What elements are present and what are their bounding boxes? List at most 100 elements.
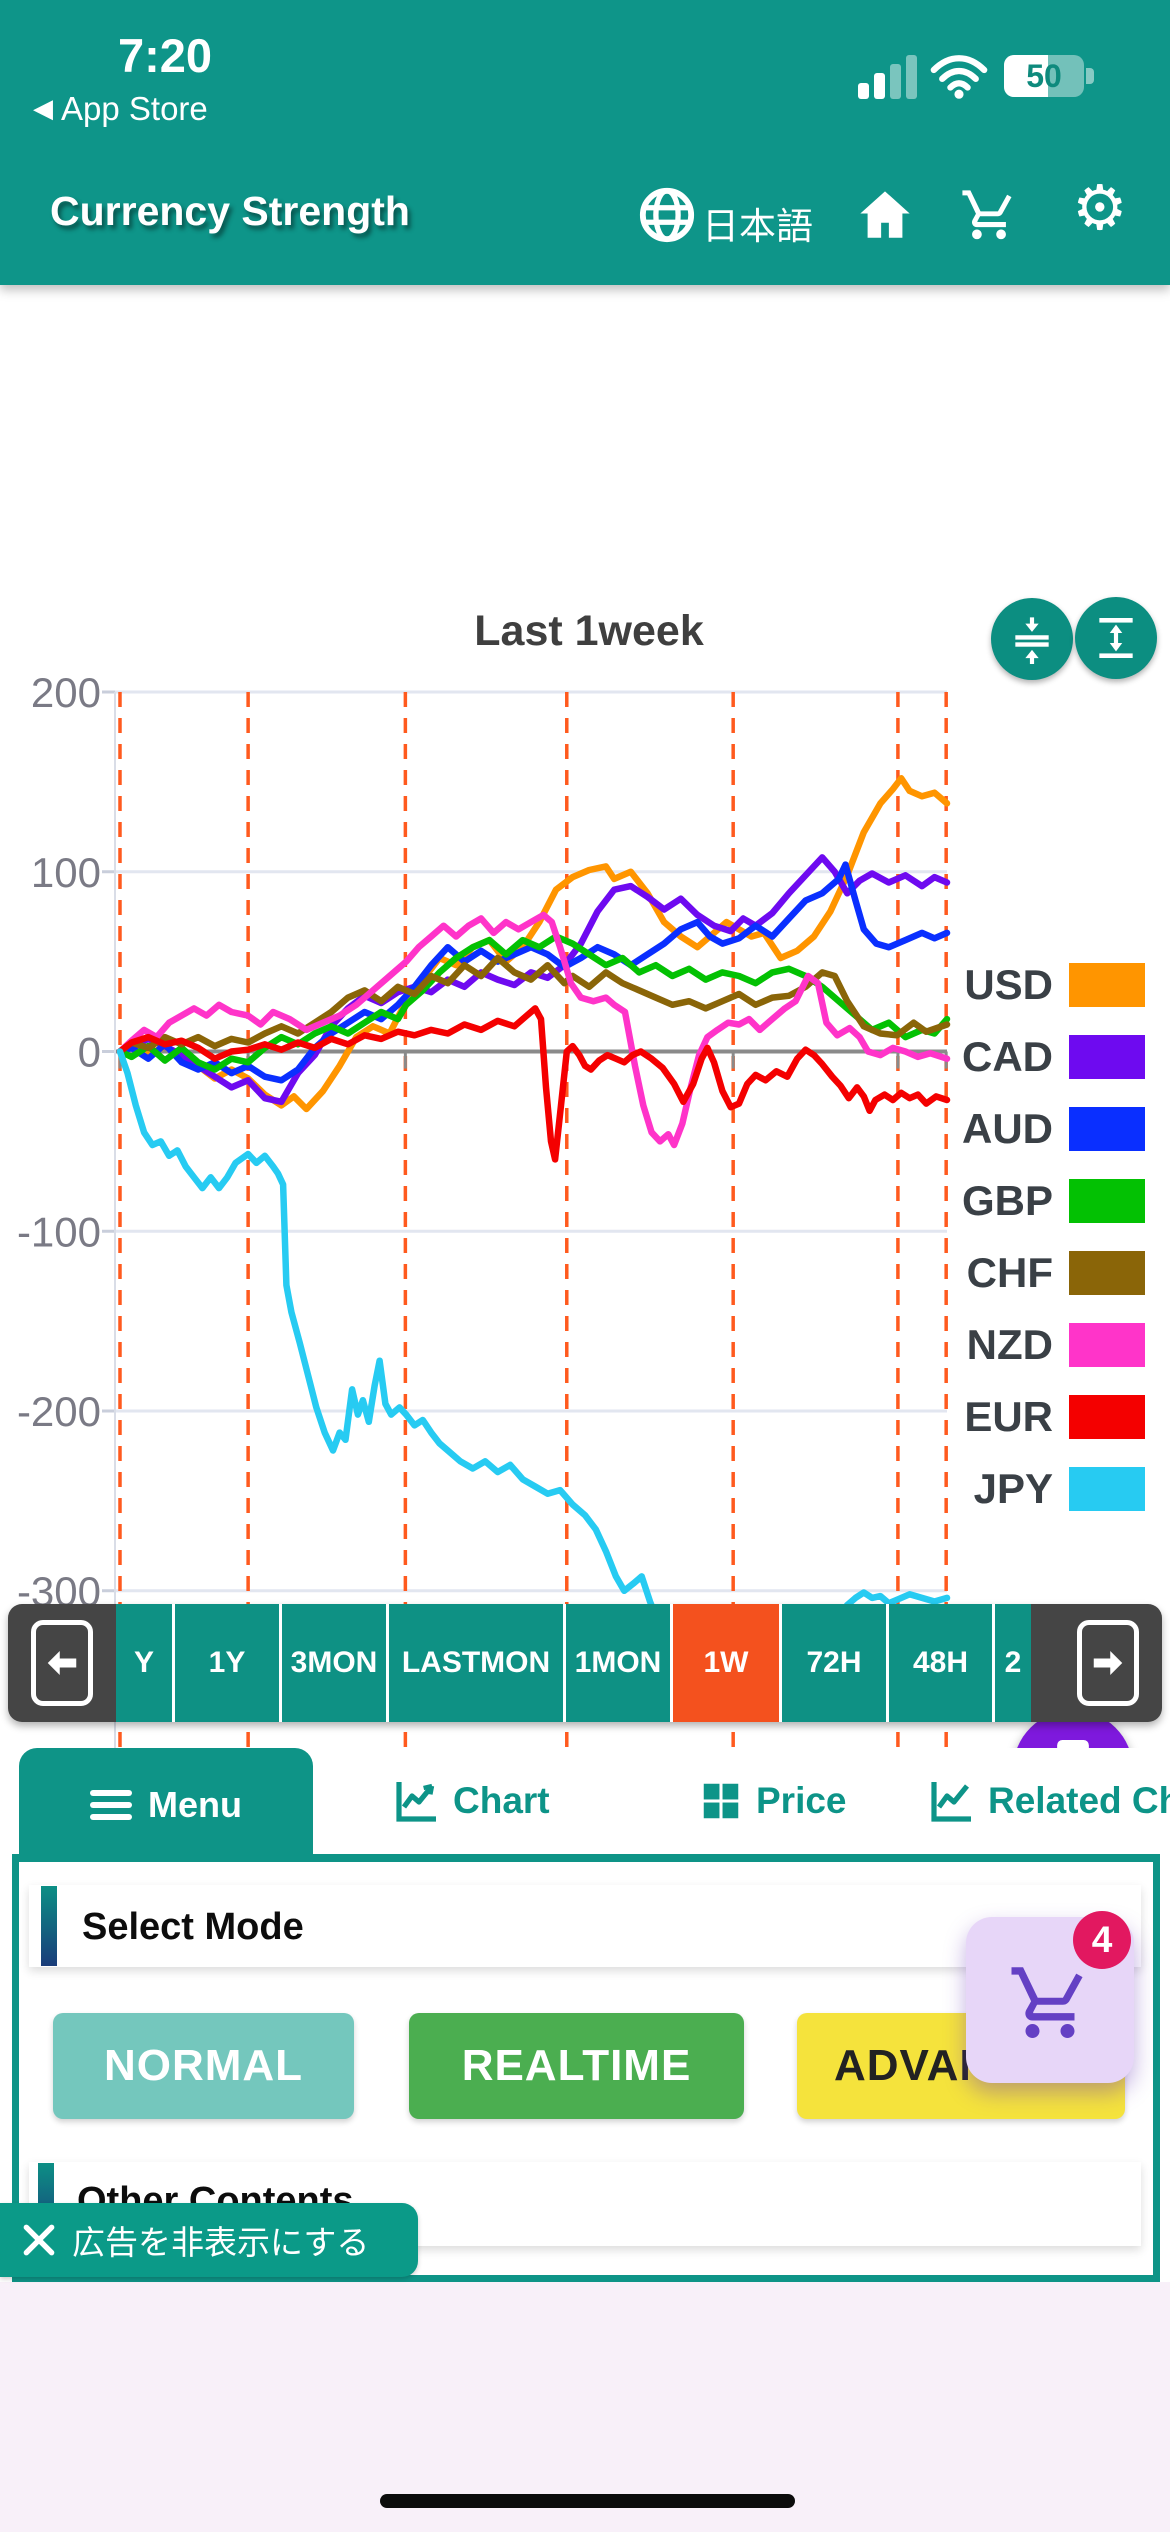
time-range-48h[interactable]: 48H <box>889 1604 992 1722</box>
time-range-72h[interactable]: 72H <box>782 1604 886 1722</box>
legend-label: CAD <box>962 1033 1053 1080</box>
legend-swatch <box>1069 1179 1145 1223</box>
settings-gear-icon[interactable]: ⚙ <box>1072 174 1128 243</box>
series-EUR <box>116 1005 951 1163</box>
select-mode-card <box>29 1885 1141 1967</box>
back-chevron-icon: ◀ <box>33 93 53 123</box>
tab-chart[interactable]: Chart <box>393 1748 550 1853</box>
legend-label: CHF <box>966 1249 1053 1296</box>
line-chart-icon <box>396 1781 436 1822</box>
app-header: 7:20 ◀ App Store 50 Currency Strength 日本語 <box>0 0 1170 285</box>
legend-item-CAD: CAD <box>960 1021 1160 1093</box>
collapse-scale-button[interactable] <box>991 598 1073 680</box>
legend-item-USD: USD <box>960 949 1160 1021</box>
y-axis-label: 0 <box>78 1029 101 1076</box>
legend-item-GBP: GBP <box>960 1165 1160 1237</box>
legend-label: EUR <box>964 1393 1053 1440</box>
tab-menu-label: Menu <box>148 1783 242 1825</box>
cell-separator <box>563 1604 566 1722</box>
select-mode-title: Select Mode <box>82 1906 304 1948</box>
time-range-next-button[interactable] <box>1054 1604 1162 1722</box>
y-axis-label: -200 <box>17 1388 101 1435</box>
tab-bar-baseline <box>12 1854 1160 1862</box>
time-range-lastmon[interactable]: LASTMON <box>389 1604 563 1722</box>
y-axis-label: 100 <box>31 849 101 896</box>
cart-fab-icon <box>1011 1967 1083 2038</box>
tab-menu[interactable]: Menu <box>19 1748 313 1861</box>
chart-panel: Last 1week 2001000-100-200-300-40010/310… <box>0 285 1170 1868</box>
legend-swatch <box>1069 1107 1145 1151</box>
chart-legend: USD CAD AUD GBP CHF NZD EUR JPY <box>960 949 1160 1525</box>
series-AUD <box>116 861 951 1084</box>
tab-related-chart[interactable]: Related Cha <box>928 1748 1170 1853</box>
time-range-bar: Y 1Y 3MON LASTMON 1MON 1W 72H 48H 2 <box>8 1604 1162 1722</box>
time-range-prev-button[interactable] <box>8 1604 116 1722</box>
time-range-1y[interactable]: 1Y <box>175 1604 279 1722</box>
expand-scale-button[interactable] <box>1075 597 1157 679</box>
y-axis-label: -100 <box>17 1208 101 1255</box>
tab-price[interactable]: Price <box>698 1748 847 1853</box>
legend-item-NZD: NZD <box>960 1309 1160 1381</box>
cart-badge: 4 <box>1073 1911 1131 1969</box>
time-range-y[interactable]: Y <box>116 1604 172 1722</box>
home-indicator[interactable] <box>380 2494 795 2508</box>
back-to-app-store-link[interactable]: ◀ App Store <box>33 90 208 127</box>
arrow-left-icon <box>31 1620 93 1706</box>
legend-item-JPY: JPY <box>960 1453 1160 1525</box>
language-label[interactable]: 日本語 <box>702 206 813 247</box>
legend-swatch <box>1069 1323 1145 1367</box>
battery-nub <box>1086 68 1094 84</box>
tab-chart-label: Chart <box>453 1779 550 1821</box>
legend-label: NZD <box>966 1321 1053 1368</box>
time-range-1w[interactable]: 1W <box>673 1604 779 1722</box>
time-range-1mon[interactable]: 1MON <box>566 1604 670 1722</box>
wifi-icon <box>930 55 988 99</box>
expand-vertical-icon <box>1099 618 1133 658</box>
battery-level: 50 <box>1026 58 1062 94</box>
close-icon <box>23 2224 55 2256</box>
home-icon[interactable] <box>856 186 914 244</box>
legend-label: AUD <box>962 1105 1053 1152</box>
language-globe-icon[interactable] <box>638 186 696 244</box>
tab-related-label: Related Cha <box>988 1779 1170 1821</box>
hamburger-icon <box>90 1784 132 1826</box>
legend-swatch <box>1069 1035 1145 1079</box>
cell-separator <box>172 1604 175 1722</box>
realtime-mode-button[interactable]: REALTIME <box>409 2013 744 2119</box>
normal-mode-button[interactable]: NORMAL <box>53 2013 354 2119</box>
legend-swatch <box>1069 1251 1145 1295</box>
y-axis-label: 200 <box>31 669 101 716</box>
bottom-background <box>0 2282 1170 2532</box>
select-mode-accent-bar <box>41 1886 57 1966</box>
legend-swatch <box>1069 1395 1145 1439</box>
cell-separator <box>779 1604 782 1722</box>
time-range-options: Y 1Y 3MON LASTMON 1MON 1W 72H 48H 2 <box>116 1604 1054 1722</box>
legend-label: JPY <box>973 1465 1053 1512</box>
legend-item-AUD: AUD <box>960 1093 1160 1165</box>
related-chart-icon <box>931 1781 971 1822</box>
time-range-3mon[interactable]: 3MON <box>282 1604 386 1722</box>
status-time: 7:20 <box>118 29 213 82</box>
cart-icon[interactable] <box>960 186 1018 244</box>
arrow-right-icon <box>1077 1620 1139 1706</box>
battery-icon: 50 <box>1004 55 1084 97</box>
cell-separator <box>992 1604 995 1722</box>
tab-bar: Menu Chart Price Related Cha <box>0 1748 1170 1861</box>
legend-label: GBP <box>961 1177 1053 1224</box>
chart-title: Last 1week <box>474 607 704 655</box>
cart-floating-button[interactable]: 4 <box>966 1911 1134 2083</box>
hide-ads-banner[interactable]: 広告を非表示にする <box>0 2203 418 2277</box>
series-CAD <box>116 854 951 1106</box>
legend-item-EUR: EUR <box>960 1381 1160 1453</box>
legend-swatch <box>1069 963 1145 1007</box>
cell-separator <box>386 1604 389 1722</box>
cell-separator <box>279 1604 282 1722</box>
cell-separator <box>886 1604 889 1722</box>
hide-ads-label: 広告を非表示にする <box>72 2224 370 2261</box>
cellular-signal-icon <box>858 55 917 99</box>
series-JPY <box>116 1048 951 1670</box>
series-NZD <box>116 911 951 1149</box>
price-grid-icon <box>703 1783 739 1818</box>
time-range-2[interactable]: 2 <box>995 1604 1031 1722</box>
